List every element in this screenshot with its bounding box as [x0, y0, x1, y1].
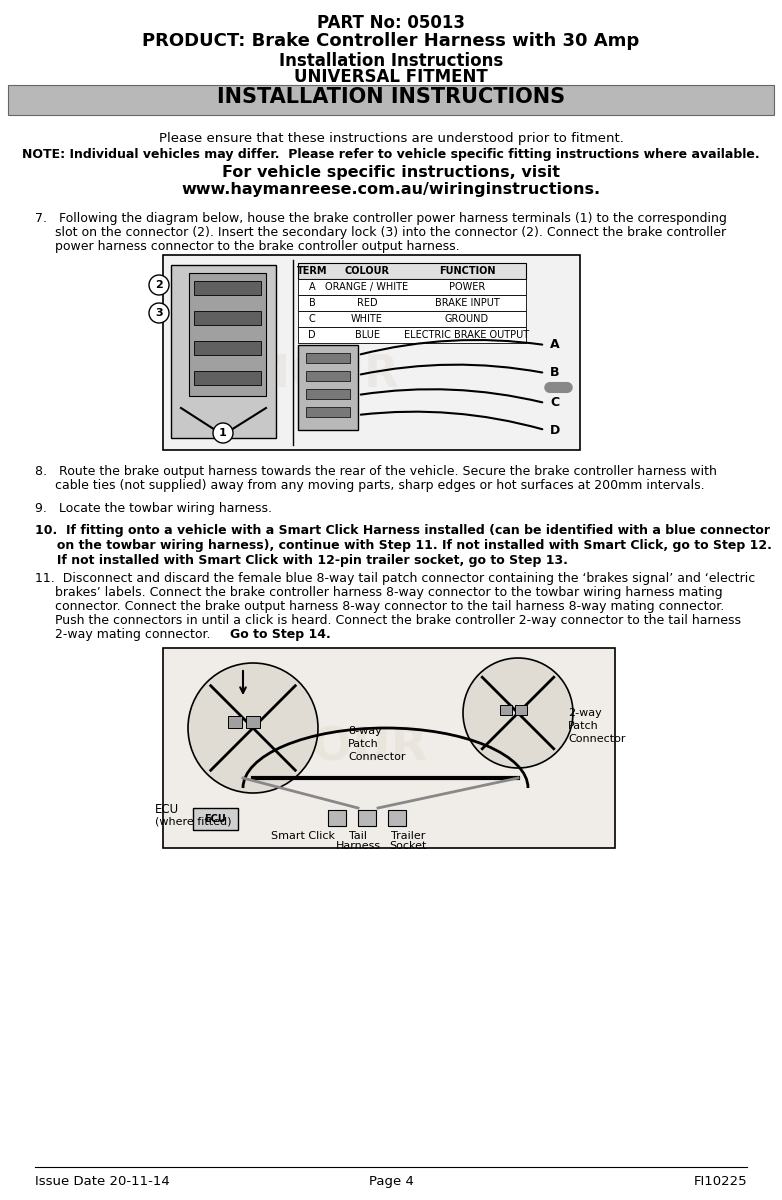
- Text: FUNCTION: FUNCTION: [439, 266, 495, 276]
- Text: ECU: ECU: [155, 803, 179, 816]
- Text: power harness connector to the brake controller output harness.: power harness connector to the brake con…: [35, 240, 460, 253]
- Text: ECU: ECU: [204, 814, 226, 824]
- Text: cable ties (not supplied) away from any moving parts, sharp edges or hot surface: cable ties (not supplied) away from any …: [35, 479, 705, 492]
- Text: Patch: Patch: [568, 721, 599, 731]
- Text: Go to Step 14.: Go to Step 14.: [230, 628, 331, 641]
- Text: 1: 1: [219, 428, 227, 438]
- Bar: [388, 810, 406, 826]
- Text: 3: 3: [155, 308, 163, 318]
- Text: Page 4: Page 4: [368, 1175, 414, 1188]
- Text: 2-way: 2-way: [568, 708, 602, 718]
- Text: NOTE: Individual vehicles may differ.  Please refer to vehicle specific fitting : NOTE: Individual vehicles may differ. Pl…: [22, 148, 760, 161]
- Bar: [328, 810, 346, 826]
- Bar: [163, 254, 580, 450]
- Text: A: A: [550, 338, 560, 352]
- Text: slot on the connector (2). Insert the secondary lock (3) into the connector (2).: slot on the connector (2). Insert the se…: [35, 226, 726, 239]
- Bar: [306, 371, 350, 382]
- Text: 11.  Disconnect and discard the female blue 8-way tail patch connector containin: 11. Disconnect and discard the female bl…: [35, 572, 755, 584]
- Text: 2-way mating connector.: 2-way mating connector.: [35, 628, 214, 641]
- Text: 9.   Locate the towbar wiring harness.: 9. Locate the towbar wiring harness.: [35, 502, 272, 515]
- Text: Tail: Tail: [349, 830, 367, 841]
- Text: D: D: [550, 424, 560, 437]
- Bar: [163, 648, 615, 848]
- Text: FI10225: FI10225: [694, 1175, 747, 1188]
- Text: on the towbar wiring harness), continue with Step 11. If not installed with Smar: on the towbar wiring harness), continue …: [35, 539, 772, 552]
- Text: Push the connectors in until a click is heard. Connect the brake controller 2-wa: Push the connectors in until a click is …: [35, 614, 741, 626]
- Bar: [306, 389, 350, 398]
- Text: Smart Click: Smart Click: [271, 830, 335, 841]
- Text: RED: RED: [357, 298, 377, 308]
- Text: For vehicle specific instructions, visit: For vehicle specific instructions, visit: [222, 164, 560, 180]
- Text: BRAKE INPUT: BRAKE INPUT: [435, 298, 500, 308]
- Bar: [298, 278, 526, 295]
- Text: PART No: 05013: PART No: 05013: [317, 14, 465, 32]
- Bar: [246, 716, 260, 728]
- Bar: [194, 281, 261, 295]
- Bar: [193, 808, 238, 830]
- Bar: [358, 810, 376, 826]
- Bar: [171, 265, 276, 438]
- Bar: [515, 704, 527, 715]
- Text: Socket: Socket: [389, 841, 427, 851]
- Bar: [194, 311, 261, 325]
- Text: BLUE: BLUE: [354, 330, 379, 340]
- Text: Issue Date 20-11-14: Issue Date 20-11-14: [35, 1175, 170, 1188]
- Text: C: C: [550, 396, 559, 409]
- Text: ORANGE / WHITE: ORANGE / WHITE: [325, 282, 408, 292]
- Text: INSTALLATION INSTRUCTIONS: INSTALLATION INSTRUCTIONS: [217, 86, 565, 107]
- Text: Trailer: Trailer: [391, 830, 425, 841]
- Text: 2: 2: [155, 280, 163, 290]
- Text: POWER: POWER: [449, 282, 485, 292]
- Text: Installation Instructions: Installation Instructions: [279, 52, 503, 70]
- Bar: [298, 346, 358, 430]
- Bar: [189, 272, 266, 396]
- Bar: [194, 371, 261, 385]
- Text: connector. Connect the brake output harness 8-way connector to the tail harness : connector. Connect the brake output harn…: [35, 600, 724, 613]
- Bar: [306, 353, 350, 362]
- Bar: [8, 85, 774, 115]
- Text: UNIVERSAL FITMENT: UNIVERSAL FITMENT: [294, 68, 488, 86]
- Text: 8-way: 8-way: [348, 726, 382, 736]
- Text: brakes’ labels. Connect the brake controller harness 8-way connector to the towb: brakes’ labels. Connect the brake contro…: [35, 586, 723, 599]
- Text: C: C: [309, 314, 315, 324]
- Text: A: A: [309, 282, 315, 292]
- Circle shape: [213, 422, 233, 443]
- Text: GROUND: GROUND: [445, 314, 489, 324]
- Text: 10.  If fitting onto a vehicle with a Smart Click Harness installed (can be iden: 10. If fitting onto a vehicle with a Sma…: [35, 524, 770, 538]
- Text: 8.   Route the brake output harness towards the rear of the vehicle. Secure the : 8. Route the brake output harness toward…: [35, 464, 717, 478]
- Text: Patch: Patch: [348, 739, 378, 749]
- Text: Please ensure that these instructions are understood prior to fitment.: Please ensure that these instructions ar…: [159, 132, 623, 145]
- Text: Connector: Connector: [348, 752, 406, 762]
- Circle shape: [188, 662, 318, 793]
- Text: PRODUCT: Brake Controller Harness with 30 Amp: PRODUCT: Brake Controller Harness with 3…: [142, 32, 640, 50]
- Bar: [194, 341, 261, 355]
- Text: www.haymanreese.com.au/wiringinstructions.: www.haymanreese.com.au/wiringinstruction…: [181, 182, 601, 197]
- Text: D: D: [308, 330, 316, 340]
- Bar: [298, 263, 526, 278]
- Bar: [298, 326, 526, 343]
- Circle shape: [149, 275, 169, 295]
- Bar: [228, 716, 242, 728]
- Text: (where fitted): (where fitted): [155, 816, 231, 826]
- Text: ELECTRIC BRAKE OUTPUT: ELECTRIC BRAKE OUTPUT: [404, 330, 529, 340]
- Text: TERM: TERM: [296, 266, 327, 276]
- Text: If not installed with Smart Click with 12-pin trailer socket, go to Step 13.: If not installed with Smart Click with 1…: [35, 554, 568, 566]
- Bar: [298, 295, 526, 311]
- Text: B: B: [309, 298, 315, 308]
- Text: ARMOUR: ARMOUR: [193, 726, 429, 770]
- Circle shape: [149, 302, 169, 323]
- Text: Connector: Connector: [568, 734, 626, 744]
- Bar: [306, 407, 350, 416]
- Text: COLOUR: COLOUR: [345, 266, 389, 276]
- Bar: [298, 311, 526, 326]
- Text: B: B: [550, 366, 559, 379]
- Circle shape: [463, 658, 573, 768]
- Text: Harness: Harness: [335, 841, 381, 851]
- Text: ARMOUR: ARMOUR: [178, 354, 400, 396]
- Bar: [500, 704, 512, 715]
- Text: WHITE: WHITE: [351, 314, 383, 324]
- Text: 7.   Following the diagram below, house the brake controller power harness termi: 7. Following the diagram below, house th…: [35, 212, 727, 226]
